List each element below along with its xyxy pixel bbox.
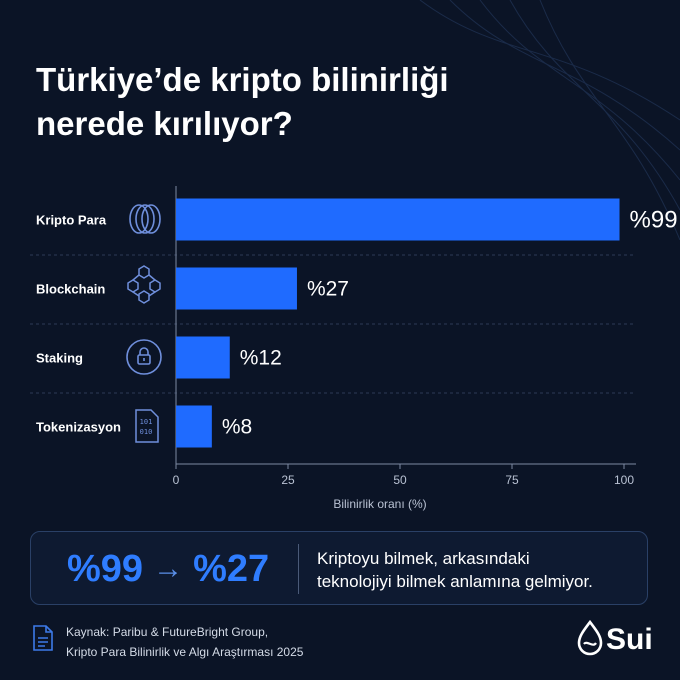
page-title: Türkiye’de kripto bilinirliği nerede kır… [36,58,596,146]
blocks-icon [127,265,161,304]
svg-text:101: 101 [140,418,153,426]
callout-divider [298,544,299,594]
callout-to-value: %27 [193,548,270,590]
value-label: %27 [307,278,349,301]
value-label: %8 [222,416,252,439]
bar [176,267,297,310]
category-label: Kripto Para [36,213,107,228]
insight-callout: %99 → %27 Kriptoyu bilmek, arkasındaki tek… [30,531,648,605]
callout-message-line-1: Kriptoyu bilmek, arkasındaki [317,549,530,568]
document-icon [33,625,53,651]
value-label: %99 [630,207,678,234]
callout-message: Kriptoyu bilmek, arkasındaki teknolojiyi… [317,547,637,593]
bar [176,405,212,448]
coins-icon [129,204,161,234]
category-label: Blockchain [36,282,105,297]
x-tick-label: 75 [505,473,519,487]
x-tick-label: 0 [173,473,180,487]
callout-from-value: %99 [67,548,144,590]
category-label: Staking [36,351,83,366]
x-tick-label: 50 [393,473,407,487]
callout-message-line-2: teknolojiyi bilmek anlamına gelmiyor. [317,572,593,591]
category-icons: 101 010 [126,204,162,443]
bar-chart: 0 25 50 75 100 Bilinirlik oranı (%) Kripto Par… [30,186,678,511]
x-tick-label: 100 [614,473,634,487]
background-wave-lines [419,0,680,240]
callout-comparison: %99 → %27 [67,548,269,590]
title-line-1: Türkiye’de kripto bilinirliği [36,61,449,98]
bar [176,198,620,241]
lock-icon [126,339,162,375]
source-text: Kaynak: Paribu & FutureBright Group, Kri… [66,622,386,662]
source-line-2: Kripto Para Bilinirlik ve Algı Araştırma… [66,645,304,659]
arrow-right-icon: → [153,552,184,585]
binary-file-icon: 101 010 [135,409,159,443]
category-label: Tokenizasyon [36,420,121,435]
title-line-2: nerede kırılıyor? [36,105,293,142]
brand-name: Sui [606,623,653,656]
sui-drop-icon [577,619,603,656]
bar [176,336,230,379]
value-label: %12 [240,347,282,370]
x-tick-label: 25 [281,473,295,487]
source-line-1: Kaynak: Paribu & FutureBright Group, [66,625,269,639]
svg-text:010: 010 [140,428,153,436]
brand-logo: Sui [576,619,660,663]
x-axis-label: Bilinirlik oranı (%) [333,497,426,511]
